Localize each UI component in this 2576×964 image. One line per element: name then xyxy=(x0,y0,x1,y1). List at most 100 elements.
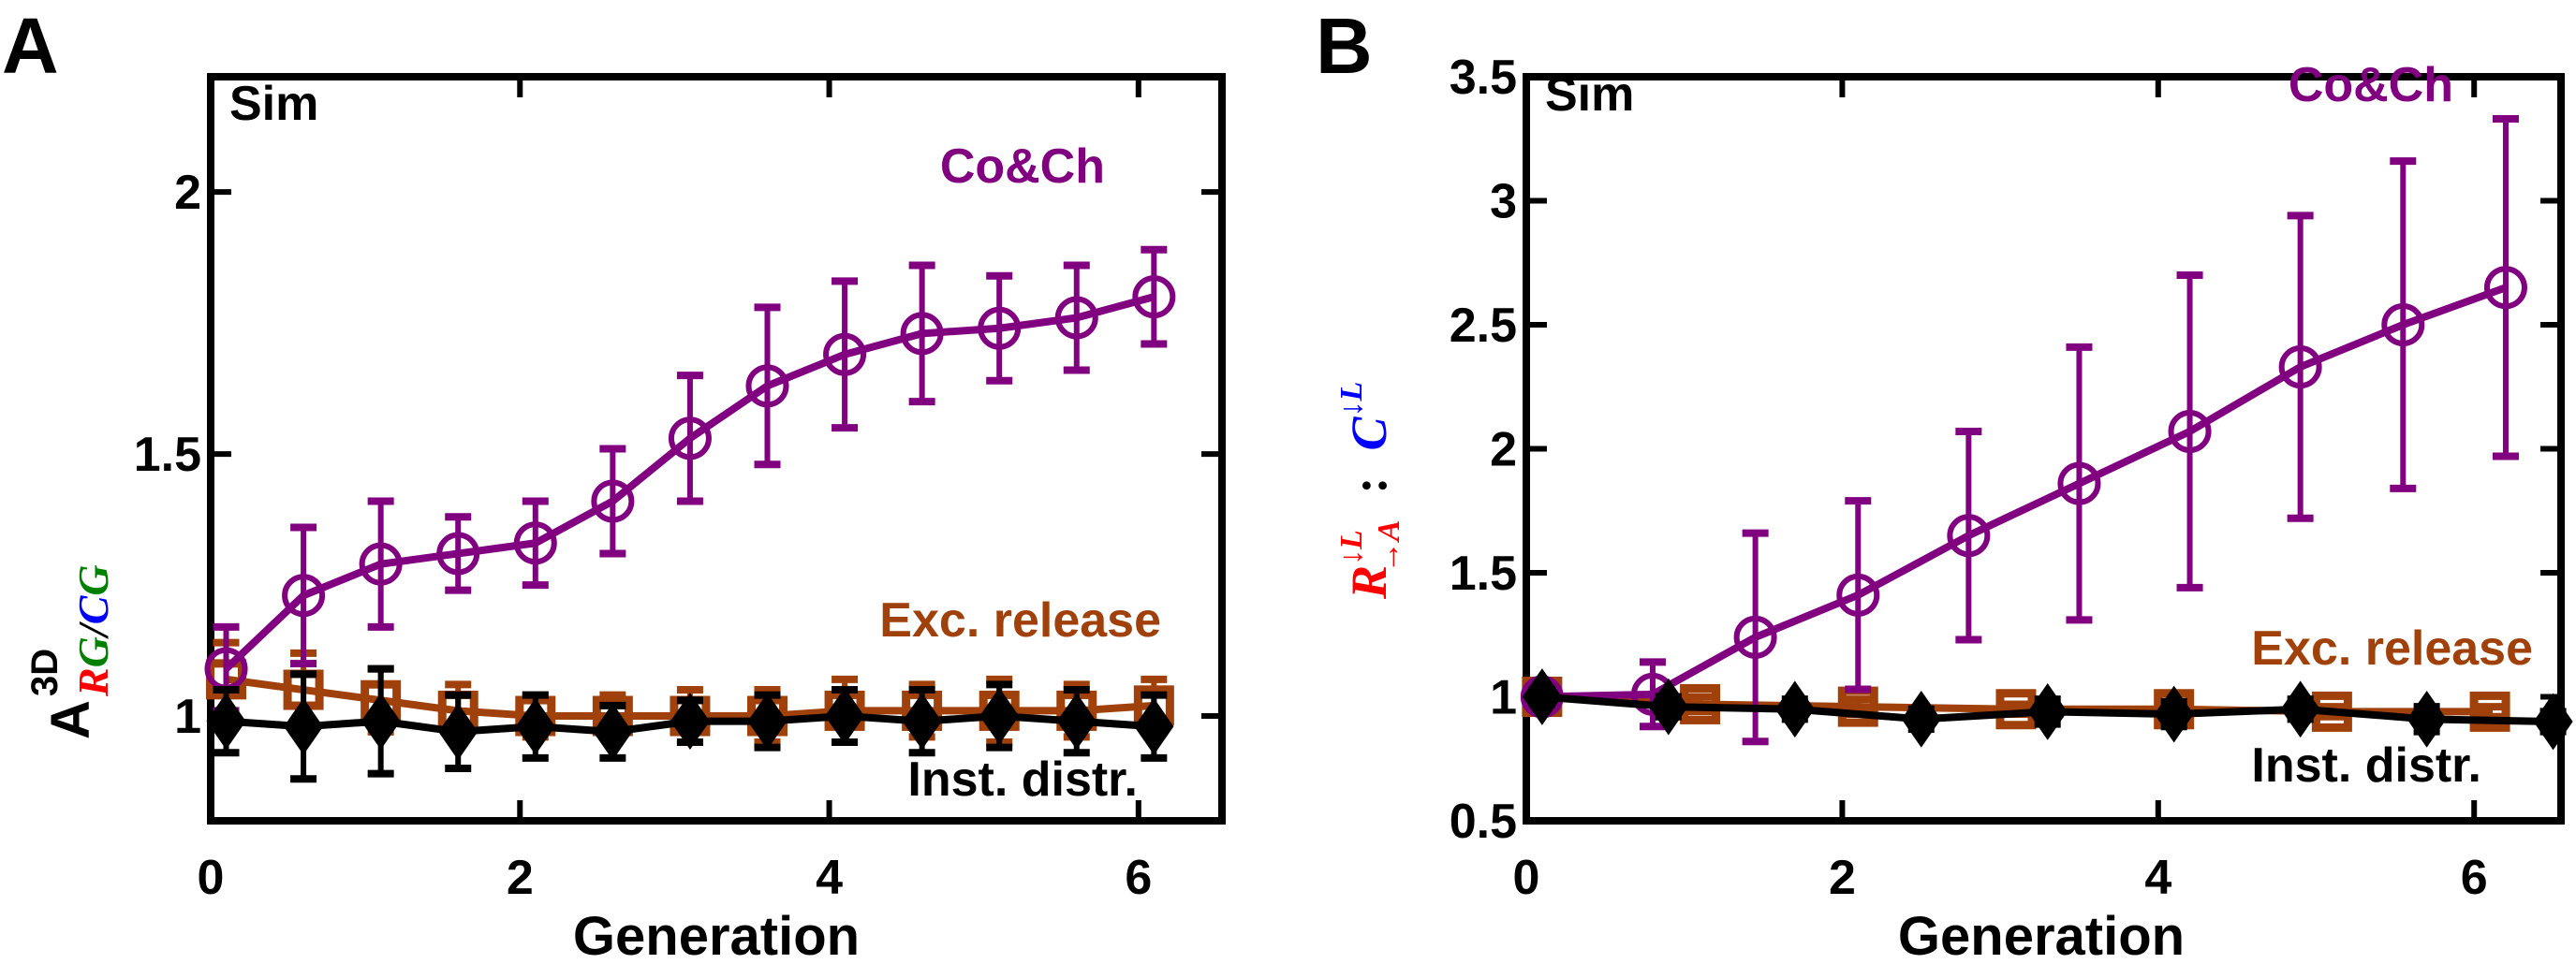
y-tick-label: 2 xyxy=(174,166,201,220)
x-tick-label: 0 xyxy=(198,851,225,905)
ylabel-r-sub: →A xyxy=(1372,520,1406,574)
x-tick-label: 2 xyxy=(507,851,534,905)
sub-slash: / xyxy=(69,621,117,639)
panel-b-label-coch: Co&Ch xyxy=(2289,58,2453,112)
panel-a-ylabel-base: A xyxy=(40,700,101,739)
data-point-circle xyxy=(745,364,789,408)
y-tick-label: 1 xyxy=(174,690,201,744)
data-point-diamond xyxy=(206,693,246,751)
data-point-circle xyxy=(2057,461,2101,505)
data-point-circle xyxy=(204,647,248,691)
data-point-circle xyxy=(1132,275,1176,319)
panel-b-label-inst-distr: Inst. distr. xyxy=(2251,738,2481,793)
panel-b-ylabel-text: R↓L→A:C↓L xyxy=(1334,382,1406,600)
sub-g1: G xyxy=(69,636,117,667)
panel-a-label-coch: Co&Ch xyxy=(940,139,1105,194)
data-point-diamond xyxy=(284,697,324,755)
series-inst-distr- xyxy=(1522,668,2573,751)
data-point-diamond xyxy=(1901,690,1941,748)
data-point-circle xyxy=(1836,573,1880,617)
data-point-diamond xyxy=(1134,697,1174,755)
data-point-circle xyxy=(282,574,326,618)
series-co-ch xyxy=(1520,115,2527,746)
y-tick-label: 1.5 xyxy=(1450,547,1517,601)
data-point-diamond xyxy=(2027,683,2068,740)
data-point-diamond xyxy=(979,687,1020,745)
data-point-square xyxy=(2469,691,2510,732)
panel-b-series xyxy=(1520,115,2573,751)
data-point-diamond xyxy=(1648,678,1688,736)
data-point-circle xyxy=(2381,303,2425,346)
panel-a-series xyxy=(204,245,1176,783)
x-tick-label: 2 xyxy=(1829,851,1856,905)
x-tick-label: 4 xyxy=(2144,851,2171,905)
data-point-circle xyxy=(513,521,557,565)
panel-b-ticks: 0 2 4 6 0.5 1 1.5 2 2.5 3 3.5 xyxy=(1450,51,2561,905)
data-point-diamond xyxy=(747,693,788,751)
panel-b-label-exc-release: Exc. release xyxy=(2251,621,2533,676)
y-tick-label: 3 xyxy=(1490,175,1517,229)
data-point-circle xyxy=(1947,514,1991,558)
x-tick-label: 6 xyxy=(1125,851,1152,905)
y-tick-label: 1.5 xyxy=(134,428,201,482)
data-point-diamond xyxy=(593,703,633,761)
data-point-diamond xyxy=(902,693,942,751)
panel-b-sim-annotation: Sim xyxy=(1545,67,1634,122)
sub-c: C xyxy=(69,594,117,624)
x-tick-label: 4 xyxy=(816,851,843,905)
data-point-diamond xyxy=(670,693,710,751)
data-point-circle xyxy=(1054,296,1098,340)
panel-b-letter: B xyxy=(1316,2,1373,90)
panel-b-ylabel: R↓L→A:C↓L xyxy=(1334,382,1406,600)
data-point-circle xyxy=(668,416,712,460)
data-point-circle xyxy=(359,542,403,586)
y-tick-label: 2 xyxy=(1490,423,1517,477)
data-point-diamond xyxy=(825,687,865,745)
panel-b-xlabel: Generation xyxy=(1898,906,2185,964)
series-co-ch xyxy=(204,245,1176,715)
data-point-circle xyxy=(978,306,1022,350)
x-tick-label: 0 xyxy=(1513,851,1540,905)
panel-b: B 0 2 4 6 0.5 1 1.5 2 2.5 3 3.5 Sim Co&Ch Exc. rel… xyxy=(1316,2,2573,964)
y-tick-label: 0.5 xyxy=(1450,795,1517,849)
data-point-diamond xyxy=(2407,690,2447,748)
data-point-circle xyxy=(436,532,480,576)
ylabel-r: R xyxy=(1341,565,1397,600)
ylabel-r-sup: ↓L xyxy=(1334,530,1369,565)
sub-g2: G xyxy=(69,564,117,595)
panel-a-plot-frame xyxy=(207,73,1226,825)
y-tick-label: 3.5 xyxy=(1450,51,1517,105)
panel-a: A 0 2 4 6 1 1.5 2 Sim Co&Ch Exc. release Inst.… xyxy=(2,2,1226,964)
panel-a-letter: A xyxy=(2,2,59,90)
data-point-diamond xyxy=(2280,680,2320,738)
ylabel-c-sup: ↓L xyxy=(1334,382,1369,417)
y-tick-label: 2.5 xyxy=(1450,299,1517,353)
data-point-circle xyxy=(591,479,635,523)
panel-a-ylabel-subscript: RG/CG xyxy=(69,564,117,697)
series-inst-distr- xyxy=(206,665,1174,783)
ylabel-c: C xyxy=(1341,416,1397,451)
data-point-diamond xyxy=(361,693,401,751)
sub-r: R xyxy=(69,667,117,697)
panel-a-ylabel-superscript: 3D xyxy=(24,649,66,696)
panel-a-xlabel: Generation xyxy=(573,906,860,964)
data-point-diamond xyxy=(1056,693,1097,751)
data-point-circle xyxy=(2483,266,2527,310)
panel-a-label-inst-distr: Inst. distr. xyxy=(907,752,1138,807)
data-point-diamond xyxy=(515,697,555,755)
data-point-diamond xyxy=(1774,680,1815,738)
x-tick-label: 6 xyxy=(2461,851,2488,905)
panel-a-label-exc-release: Exc. release xyxy=(879,593,1161,648)
data-point-circle xyxy=(2168,409,2212,453)
y-tick-label: 1 xyxy=(1490,671,1517,725)
ylabel-sep: : xyxy=(1341,477,1397,494)
data-point-circle xyxy=(2278,345,2322,389)
data-point-diamond xyxy=(438,703,478,761)
series-line xyxy=(1541,284,2508,701)
panel-a-ylabel: A 3D RG/CG xyxy=(24,564,117,739)
data-point-diamond xyxy=(2533,693,2573,751)
panel-a-ticks: 0 2 4 6 1 1.5 2 xyxy=(134,77,1222,905)
data-point-diamond xyxy=(1522,668,1562,725)
data-point-circle xyxy=(900,312,944,356)
